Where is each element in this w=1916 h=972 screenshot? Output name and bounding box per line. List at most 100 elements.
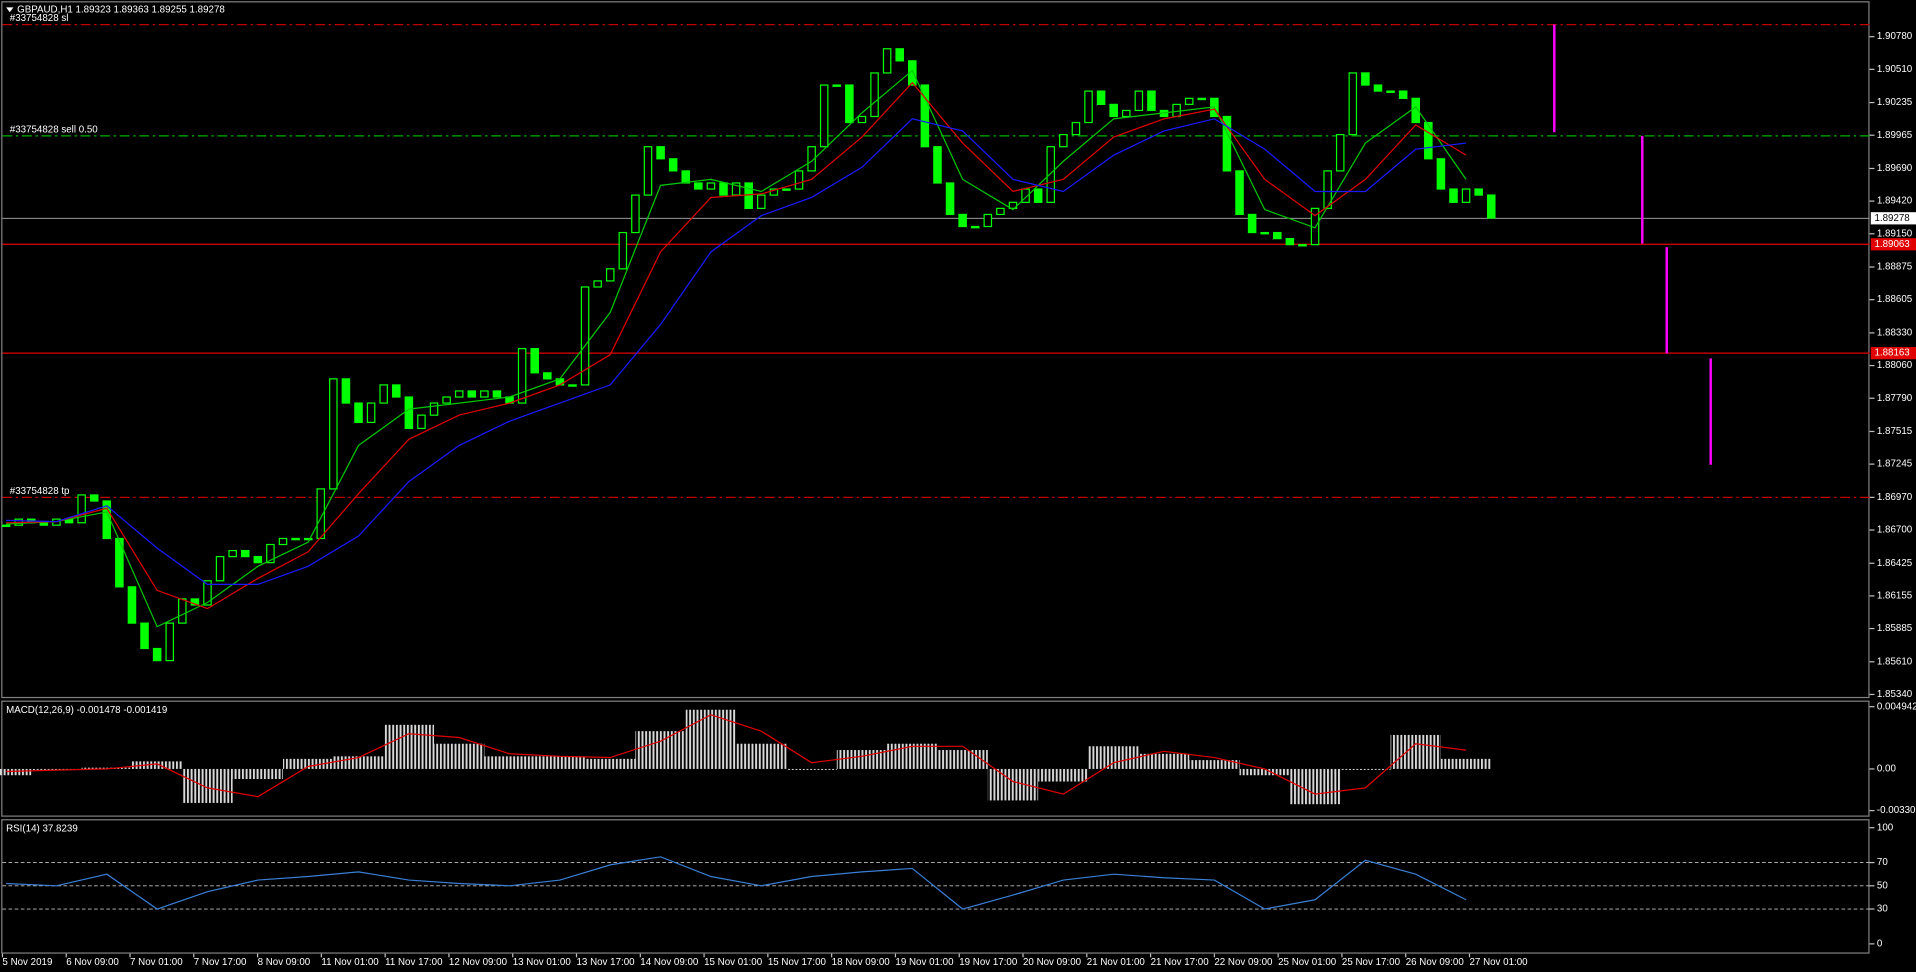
candle	[1059, 134, 1068, 148]
candle	[605, 268, 615, 282]
candle	[442, 396, 451, 404]
macd-bar	[31, 768, 82, 770]
candle	[668, 158, 678, 172]
candle	[794, 170, 804, 190]
candle	[593, 280, 602, 288]
candle	[895, 48, 904, 62]
moving-average	[6, 118, 1467, 586]
macd-bar	[1390, 734, 1441, 769]
candle	[1486, 194, 1496, 219]
y-tick-label: 0.004942	[1877, 701, 1916, 712]
level-label-box	[1870, 238, 1916, 251]
y-tick-label: 1.86155	[1877, 590, 1913, 601]
candle	[1260, 231, 1269, 235]
candle	[366, 402, 376, 424]
time-label: 15 Nov 01:00	[704, 957, 763, 968]
menu-arrow[interactable]	[6, 7, 14, 13]
candle	[1084, 90, 1093, 124]
time-label: 13 Nov 01:00	[513, 957, 572, 968]
time-label: 7 Nov 01:00	[130, 957, 183, 968]
candle	[303, 537, 313, 541]
macd-bar	[434, 743, 485, 769]
candle	[354, 402, 363, 424]
time-label: 21 Nov 17:00	[1151, 957, 1210, 968]
candle	[1247, 213, 1257, 234]
time-label: 6 Nov 09:00	[66, 957, 119, 968]
candle	[467, 390, 477, 398]
macd-bar	[182, 768, 233, 803]
y-tick-label: 1.88875	[1877, 262, 1913, 273]
macd-bar	[585, 758, 636, 769]
candle	[1134, 90, 1144, 112]
candle	[492, 390, 502, 398]
y-tick-label: 1.87790	[1877, 393, 1913, 404]
y-tick-label: 1.85885	[1877, 623, 1913, 634]
time-label: 26 Nov 09:00	[1406, 957, 1465, 968]
candle	[480, 390, 489, 398]
candle	[1424, 121, 1433, 160]
macd-bar	[1138, 753, 1190, 769]
y-tick-label: -0.003309	[1877, 805, 1916, 816]
candle	[958, 213, 967, 228]
y-tick-label: 1.89965	[1877, 130, 1913, 141]
candle	[1197, 97, 1207, 101]
candle	[115, 537, 124, 588]
candle	[1273, 231, 1282, 240]
candle	[89, 494, 99, 502]
macd-bar	[635, 731, 686, 769]
candle	[656, 146, 665, 160]
macd-bar	[1440, 758, 1492, 769]
y-tick-label: 1.89420	[1877, 196, 1913, 207]
candle	[1071, 121, 1081, 136]
rsi-line	[6, 856, 1467, 910]
candle	[215, 556, 225, 582]
y-tick-label: 0.00	[1877, 764, 1897, 775]
macd-bar	[484, 756, 535, 769]
time-label: 19 Nov 17:00	[959, 957, 1018, 968]
time-label: 25 Nov 17:00	[1342, 957, 1401, 968]
candle	[719, 182, 728, 196]
candle	[1361, 72, 1370, 86]
candle	[39, 522, 49, 526]
candle	[152, 647, 162, 662]
candle	[845, 84, 854, 124]
macd-bar	[283, 758, 334, 769]
candle	[1096, 90, 1106, 106]
candle	[1, 524, 11, 528]
candle	[1147, 90, 1156, 112]
macd-bar	[987, 768, 1039, 801]
time-label: 21 Nov 01:00	[1087, 957, 1146, 968]
macd-bar	[232, 768, 284, 780]
candle	[140, 622, 149, 650]
time-label: 12 Nov 09:00	[449, 957, 508, 968]
candle	[454, 390, 464, 398]
macd-bar	[786, 768, 837, 770]
candle	[1398, 90, 1408, 99]
candle	[1222, 115, 1232, 172]
candle	[1335, 134, 1345, 172]
time-label: 13 Nov 17:00	[577, 957, 636, 968]
order-label: #33754828 sl	[10, 13, 69, 24]
candle	[807, 146, 816, 172]
candle	[769, 188, 779, 196]
candle	[1323, 170, 1332, 209]
candle	[1386, 90, 1395, 93]
macd-bar	[736, 743, 787, 769]
candle	[127, 586, 137, 624]
y-tick-label: 1.88605	[1877, 294, 1913, 305]
candle	[391, 384, 401, 398]
candle	[1474, 188, 1483, 196]
macd-bar	[685, 709, 737, 769]
macd-title: MACD(12,26,9) -0.001478 -0.001419	[6, 705, 167, 716]
candle	[1373, 84, 1383, 92]
candle	[983, 213, 993, 228]
time-label: 11 Nov 17:00	[385, 957, 443, 968]
time-label: 19 Nov 01:00	[895, 957, 954, 968]
candle	[278, 537, 288, 546]
candle	[178, 598, 187, 624]
y-tick-label: 1.87515	[1877, 426, 1913, 437]
